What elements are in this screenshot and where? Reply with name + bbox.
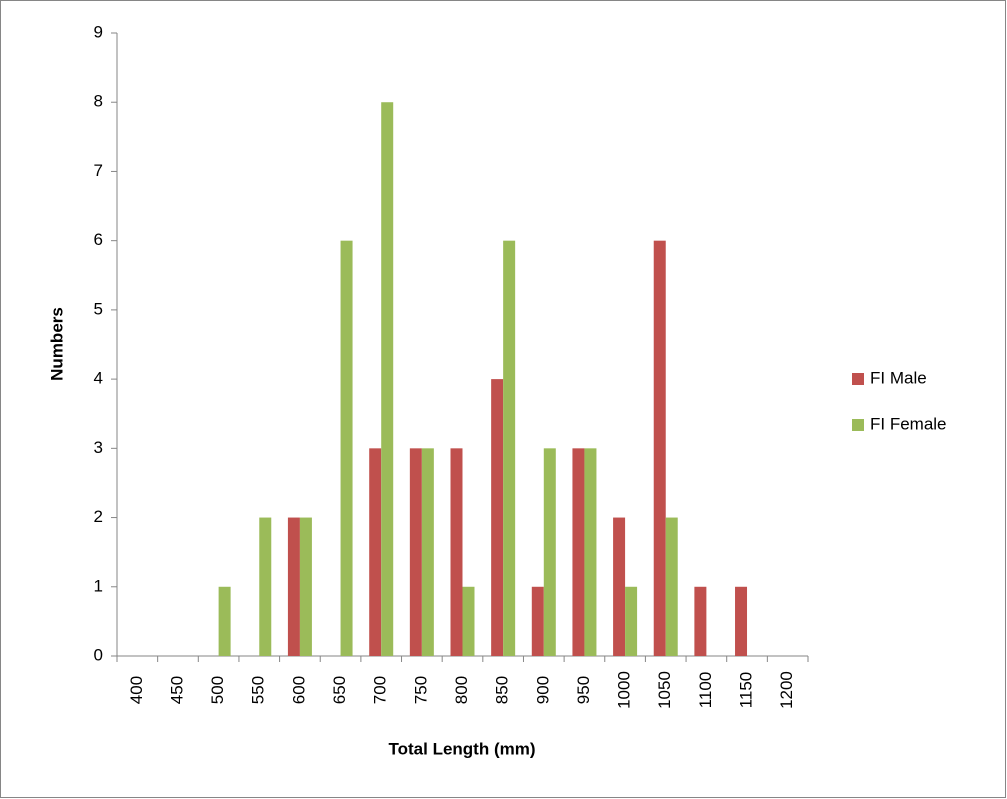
x-tick-label: 1150: [737, 672, 756, 709]
bar: [665, 517, 678, 656]
bar: [450, 448, 463, 656]
x-tick-label: 850: [493, 676, 512, 704]
bar: [299, 517, 312, 656]
x-tick-label: 800: [452, 676, 471, 704]
legend-label: FI Male: [870, 368, 927, 387]
bar: [584, 448, 597, 656]
bar: [625, 586, 638, 656]
x-tick-label: 750: [411, 676, 430, 704]
x-tick-label: 500: [208, 676, 227, 704]
bar: [218, 586, 231, 656]
bar: [735, 586, 748, 656]
x-tick-label: 950: [574, 676, 593, 704]
bar: [369, 448, 382, 656]
bar: [287, 517, 300, 656]
y-tick-label: 1: [94, 576, 103, 595]
bar: [531, 586, 544, 656]
bar: [572, 448, 585, 656]
bar: [462, 586, 475, 656]
bar: [503, 240, 516, 656]
y-tick-label: 6: [94, 230, 103, 249]
y-tick-label: 0: [94, 645, 103, 664]
x-tick-label: 650: [330, 676, 349, 704]
legend-label: FI Female: [870, 414, 947, 433]
x-tick-label: 400: [127, 676, 146, 704]
bar: [421, 448, 434, 656]
x-tick-label: 450: [167, 676, 186, 704]
y-tick-label: 7: [94, 161, 103, 180]
x-tick-label: 1000: [615, 671, 634, 709]
y-tick-label: 8: [94, 92, 103, 111]
bar: [409, 448, 422, 656]
x-axis-title: Total Length (mm): [389, 739, 536, 758]
y-tick-label: 4: [94, 369, 103, 388]
legend-swatch: [852, 419, 864, 431]
y-tick-label: 9: [94, 22, 103, 41]
x-tick-label: 700: [371, 676, 390, 704]
x-tick-label: 600: [289, 676, 308, 704]
bar: [340, 240, 353, 656]
x-tick-label: 1200: [777, 671, 796, 709]
x-tick-label: 550: [249, 676, 268, 704]
y-tick-label: 3: [94, 438, 103, 457]
bar: [694, 586, 707, 656]
y-tick-label: 5: [94, 299, 103, 318]
x-tick-label: 1050: [655, 671, 674, 709]
bar: [491, 379, 504, 656]
y-tick-label: 2: [94, 507, 103, 526]
y-axis-title: Numbers: [47, 307, 66, 381]
legend-swatch: [852, 373, 864, 385]
x-tick-label: 900: [533, 676, 552, 704]
bar: [381, 102, 394, 656]
bar: [543, 448, 556, 656]
x-tick-label: 1100: [696, 672, 715, 709]
bar: [653, 240, 666, 656]
bar: [259, 517, 272, 656]
bar: [613, 517, 626, 656]
